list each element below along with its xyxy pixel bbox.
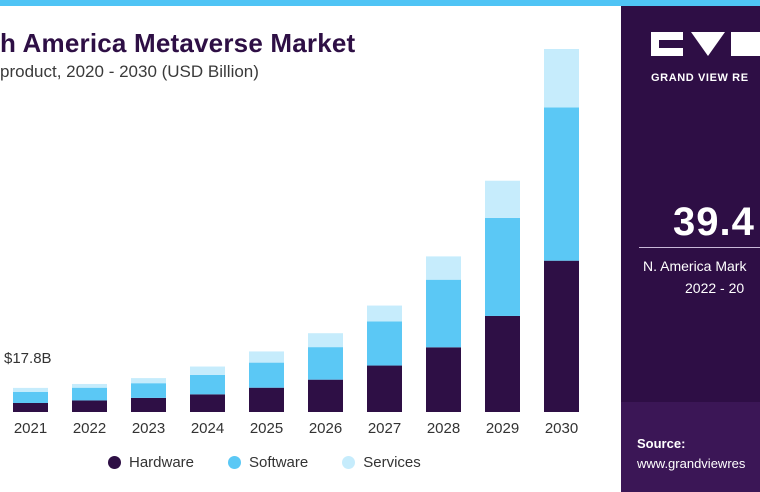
bar-2027-services [367,305,402,322]
bar-2030-services [544,49,579,108]
x-tick-label-2022: 2022 [73,420,106,437]
top-accent-bar [0,0,760,6]
bar-2029-software [485,217,520,316]
source-label: Source: [637,436,686,451]
x-tick-label-2024: 2024 [191,420,224,437]
bar-2022-services [72,383,107,388]
bar-2021-hardware [13,402,48,412]
legend-item-software: Software [228,454,308,471]
x-tick-label-2023: 2023 [132,420,165,437]
bar-2025-software [249,362,284,388]
x-tick-label-2027: 2027 [368,420,401,437]
bar-2026-hardware [308,379,343,412]
legend-swatch-hardware [108,456,121,469]
bar-2027-software [367,321,402,366]
bar-2022-software [72,387,107,401]
panel-description-line-1: N. America Mark [643,258,747,274]
stacked-bar-chart: 2021 2022 2023 2024 2025 2026 2027 2028 2029 2030 [13,49,579,437]
legend-item-services: Services [342,454,421,471]
bar-2024-software [190,374,225,395]
legend-label-hardware: Hardware [129,454,195,471]
legend-swatch-software [228,456,242,469]
legend-label-services: Services [363,454,421,471]
bar-2022-hardware [72,400,107,412]
bar-2030-software [544,107,579,261]
bar-2026-services [308,333,343,348]
brand-name: GRAND VIEW RE [651,72,749,84]
bar-2023-software [131,383,166,398]
bar-2029-hardware [485,315,520,412]
x-tick-label-2030: 2030 [545,420,578,437]
first-bar-value-label: $17.8B [4,350,52,367]
panel-description-line-2: 2022 - 20 [685,280,745,296]
bar-2030-hardware [544,260,579,412]
source-url: www.grandviewres [637,456,746,471]
bar-2029-services [485,180,520,218]
chart-title: h America Metaverse Market [0,28,356,58]
bar-2028-software [426,279,461,348]
bar-2026-software [308,347,343,380]
chart-legend: Hardware Software Services [108,454,421,471]
bar-2021-software [13,391,48,403]
x-tick-label-2029: 2029 [486,420,519,437]
cagr-value: 39.4 [673,200,755,244]
source-box [621,402,760,492]
bar-2023-services [131,378,166,384]
bar-2028-services [426,256,461,280]
x-tick-label-2028: 2028 [427,420,460,437]
legend-label-software: Software [249,454,309,471]
bar-2028-hardware [426,347,461,412]
bar-2023-hardware [131,397,166,412]
bar-2027-hardware [367,365,402,412]
bar-2025-services [249,351,284,363]
bar-2025-hardware [249,387,284,412]
chart-subtitle: product, 2020 - 2030 (USD Billion) [0,62,259,81]
x-tick-label-2025: 2025 [250,420,283,437]
grand-view-logo-icon [651,32,760,56]
bar-2021-services [13,387,48,392]
x-tick-label-2026: 2026 [309,420,342,437]
summary-panel: GRAND VIEW RE 39.4 N. America Mark 2022 … [621,6,760,492]
bar-2024-hardware [190,394,225,412]
x-tick-label-2021: 2021 [14,420,47,437]
legend-item-hardware: Hardware [108,454,194,471]
legend-swatch-services [342,456,356,469]
bar-2024-services [190,366,225,375]
panel-divider [639,247,760,248]
